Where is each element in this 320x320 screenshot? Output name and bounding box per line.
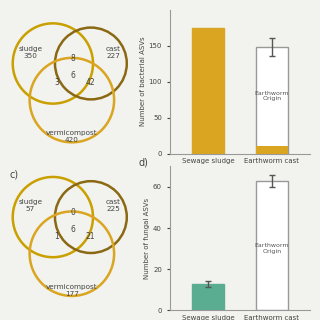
Text: sludge
57: sludge 57 <box>18 199 42 212</box>
Text: 0: 0 <box>71 208 76 217</box>
Text: sludge
350: sludge 350 <box>18 46 42 59</box>
Text: 1: 1 <box>54 232 59 241</box>
Text: 6: 6 <box>71 225 76 234</box>
Bar <box>192 28 224 154</box>
Text: 42: 42 <box>85 78 95 87</box>
Bar <box>256 47 288 154</box>
Text: 21: 21 <box>85 232 95 241</box>
Text: cast
227: cast 227 <box>106 46 121 59</box>
Text: Earthworm
Origin: Earthworm Origin <box>255 91 289 101</box>
Text: 8: 8 <box>71 54 76 63</box>
Text: 6: 6 <box>71 71 76 80</box>
Y-axis label: Number of bacterial ASVs: Number of bacterial ASVs <box>140 37 146 126</box>
Text: vermicompost
420: vermicompost 420 <box>46 130 98 143</box>
Text: 3: 3 <box>54 78 59 87</box>
Bar <box>192 284 224 310</box>
Text: Earthworm
Origin: Earthworm Origin <box>255 243 289 254</box>
Text: d): d) <box>139 158 148 168</box>
Text: cast
225: cast 225 <box>106 199 121 212</box>
Bar <box>256 181 288 310</box>
Text: vermicompost
177: vermicompost 177 <box>46 284 98 297</box>
Bar <box>256 147 288 154</box>
Y-axis label: Number of fungal ASVs: Number of fungal ASVs <box>144 198 150 279</box>
Text: c): c) <box>9 169 18 179</box>
